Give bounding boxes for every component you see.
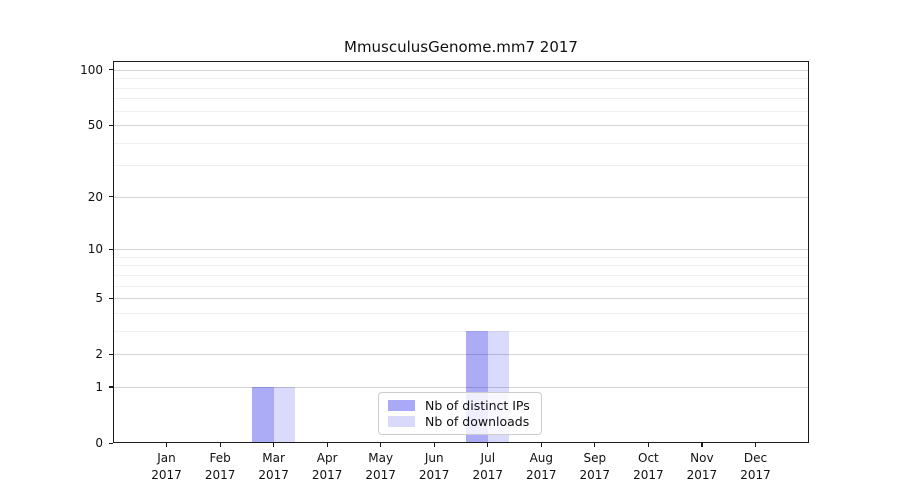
minor-gridline-3 [113,330,809,332]
x-label-month-feb: Feb [209,451,231,465]
legend-swatch-nb-of-downloads [388,416,415,428]
minor-gridline-7 [113,274,809,276]
x-tick-jan-2017 [166,443,168,447]
x-label-year-may: 2017 [365,468,396,482]
x-tick-label-aug-2017: Aug 2017 [509,450,573,484]
x-label-month-may: May [368,451,394,465]
major-gridline-2 [113,354,809,356]
legend-item-nb-of-distinct-ips: Nb of distinct IPs [388,398,532,413]
x-tick-feb-2017 [219,443,221,447]
chart-title: MmusculusGenome.mm7 2017 [344,38,578,56]
x-label-month-jun: Jun [424,451,444,465]
x-label-year-jun: 2017 [418,468,450,482]
x-label-year-jul: 2017 [472,468,504,482]
x-tick-label-dec-2017: Dec 2017 [724,450,788,484]
y-tick-5 [109,297,113,299]
x-label-year-feb: 2017 [204,468,236,482]
major-gridline-10 [113,249,809,250]
x-tick-jul-2017 [487,443,489,447]
gridlines-layer [113,61,809,443]
x-label-month-apr: Apr [316,451,338,465]
x-label-year-oct: 2017 [633,468,664,482]
minor-gridline-8 [113,265,809,267]
y-tick-label-50: 50 [87,118,103,132]
y-tick-2 [109,353,113,355]
legend-swatch-nb-of-distinct-ips [388,399,415,411]
x-label-month-nov: Nov [690,451,714,465]
x-tick-may-2017 [380,443,382,447]
minor-gridline-70 [113,98,809,100]
x-tick-dec-2017 [755,443,757,447]
minor-gridline-90 [113,78,809,80]
x-tick-label-feb-2017: Feb 2017 [188,450,252,484]
x-label-month-mar: Mar [262,451,285,465]
y-tick-label-1: 1 [95,379,103,394]
y-tick-label-0: 0 [95,436,103,450]
y-tick-100 [109,69,113,71]
legend-item-nb-of-downloads: Nb of downloads [388,414,532,429]
x-label-month-jan: Jan [157,451,176,465]
x-label-month-jul: Jul [480,451,496,465]
minor-gridline-4 [113,312,809,314]
y-tick-10 [109,248,113,250]
x-label-month-dec: Dec [743,451,768,465]
minor-gridline-6 [113,285,809,287]
x-label-year-sep: 2017 [579,468,611,482]
y-tick-label-10: 10 [87,242,103,256]
y-tick-1 [109,386,113,388]
x-tick-mar-2017 [273,443,275,447]
y-tick-20 [109,196,113,198]
major-gridline-100 [113,69,809,71]
y-tick-label-100: 100 [80,62,103,77]
y-tick-50 [109,124,113,126]
x-label-year-dec: 2017 [740,468,771,482]
major-gridline-1 [113,386,809,388]
major-gridline-50 [113,125,809,126]
x-tick-sep-2017 [594,443,596,447]
x-tick-label-sep-2017: Sep 2017 [563,450,627,484]
y-tick-label-2: 2 [95,347,103,362]
x-tick-label-jan-2017: Jan 2017 [135,450,199,484]
x-tick-label-jul-2017: Jul 2017 [456,450,520,484]
bars-layer [113,61,809,443]
x-label-year-apr: 2017 [311,468,343,482]
minor-gridline-80 [113,87,809,89]
legend: Nb of distinct IPs Nb of downloads [378,392,542,435]
y-tick-0 [109,442,113,444]
x-label-year-aug: 2017 [526,468,557,482]
bar-nb-of-downloads-mar-2017 [273,386,295,443]
x-label-year-nov: 2017 [686,468,718,482]
plot-area: Nb of distinct IPs Nb of downloads [113,61,809,443]
x-label-month-aug: Aug [529,451,554,465]
x-tick-label-jun-2017: Jun 2017 [402,450,466,484]
minor-gridline-30 [113,165,809,167]
legend-label-nb-of-downloads: Nb of downloads [425,414,530,430]
x-label-year-jan: 2017 [151,468,182,482]
x-tick-label-may-2017: May 2017 [349,450,413,484]
legend-label-nb-of-distinct-ips: Nb of distinct IPs [425,397,530,413]
y-tick-label-5: 5 [95,291,103,306]
major-gridline-5 [113,298,809,300]
x-tick-oct-2017 [647,443,650,447]
x-label-month-sep: Sep [583,451,607,465]
major-gridline-20 [113,196,809,198]
x-label-month-oct: Oct [638,451,659,465]
bar-nb-of-distinct-ips-mar-2017 [252,386,274,443]
x-tick-label-apr-2017: Apr 2017 [295,450,359,484]
minor-gridline-9 [113,256,809,258]
x-tick-label-nov-2017: Nov 2017 [670,450,734,484]
minor-gridline-60 [113,110,809,112]
x-tick-nov-2017 [701,443,703,447]
x-tick-jun-2017 [433,443,435,447]
minor-gridline-40 [113,142,809,144]
x-tick-aug-2017 [540,443,542,447]
x-label-year-mar: 2017 [258,468,289,482]
x-tick-label-oct-2017: Oct 2017 [616,450,680,484]
x-tick-apr-2017 [326,443,328,447]
y-tick-label-20: 20 [87,189,103,204]
x-tick-label-mar-2017: Mar 2017 [242,450,306,484]
